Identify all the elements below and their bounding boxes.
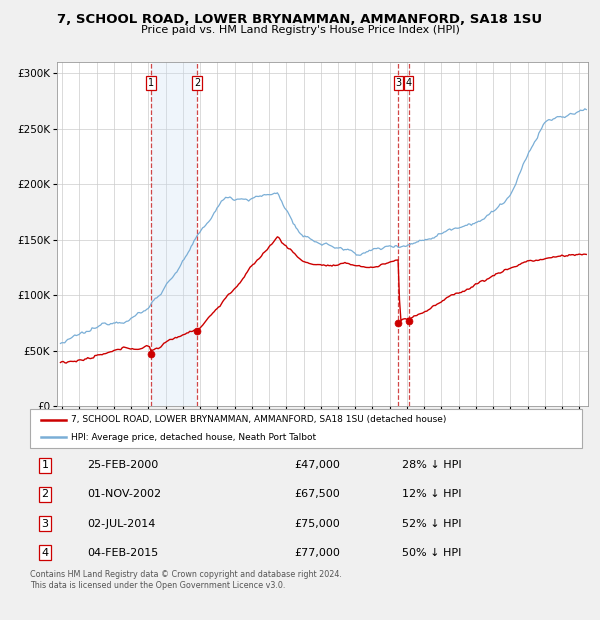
Text: 3: 3 [41, 518, 49, 529]
Text: £67,500: £67,500 [294, 489, 340, 500]
Text: 3: 3 [395, 78, 401, 88]
Text: 4: 4 [406, 78, 412, 88]
Text: 1: 1 [148, 78, 154, 88]
Text: 01-NOV-2002: 01-NOV-2002 [87, 489, 161, 500]
Text: 4: 4 [41, 547, 49, 558]
Text: 04-FEB-2015: 04-FEB-2015 [87, 547, 158, 558]
Text: Contains HM Land Registry data © Crown copyright and database right 2024.
This d: Contains HM Land Registry data © Crown c… [30, 570, 342, 590]
Text: 50% ↓ HPI: 50% ↓ HPI [402, 547, 461, 558]
Text: 25-FEB-2000: 25-FEB-2000 [87, 460, 158, 471]
Text: 1: 1 [41, 460, 49, 471]
Text: Price paid vs. HM Land Registry's House Price Index (HPI): Price paid vs. HM Land Registry's House … [140, 25, 460, 35]
Text: HPI: Average price, detached house, Neath Port Talbot: HPI: Average price, detached house, Neat… [71, 433, 317, 442]
Text: 7, SCHOOL ROAD, LOWER BRYNAMMAN, AMMANFORD, SA18 1SU (detached house): 7, SCHOOL ROAD, LOWER BRYNAMMAN, AMMANFO… [71, 415, 447, 424]
Text: 7, SCHOOL ROAD, LOWER BRYNAMMAN, AMMANFORD, SA18 1SU: 7, SCHOOL ROAD, LOWER BRYNAMMAN, AMMANFO… [58, 13, 542, 26]
Text: 2: 2 [41, 489, 49, 500]
Text: £77,000: £77,000 [294, 547, 340, 558]
Text: 28% ↓ HPI: 28% ↓ HPI [402, 460, 461, 471]
Text: £47,000: £47,000 [294, 460, 340, 471]
Text: 52% ↓ HPI: 52% ↓ HPI [402, 518, 461, 529]
Text: 02-JUL-2014: 02-JUL-2014 [87, 518, 155, 529]
Bar [151, 62, 197, 406]
Text: 12% ↓ HPI: 12% ↓ HPI [402, 489, 461, 500]
Text: 2: 2 [194, 78, 200, 88]
Text: £75,000: £75,000 [294, 518, 340, 529]
